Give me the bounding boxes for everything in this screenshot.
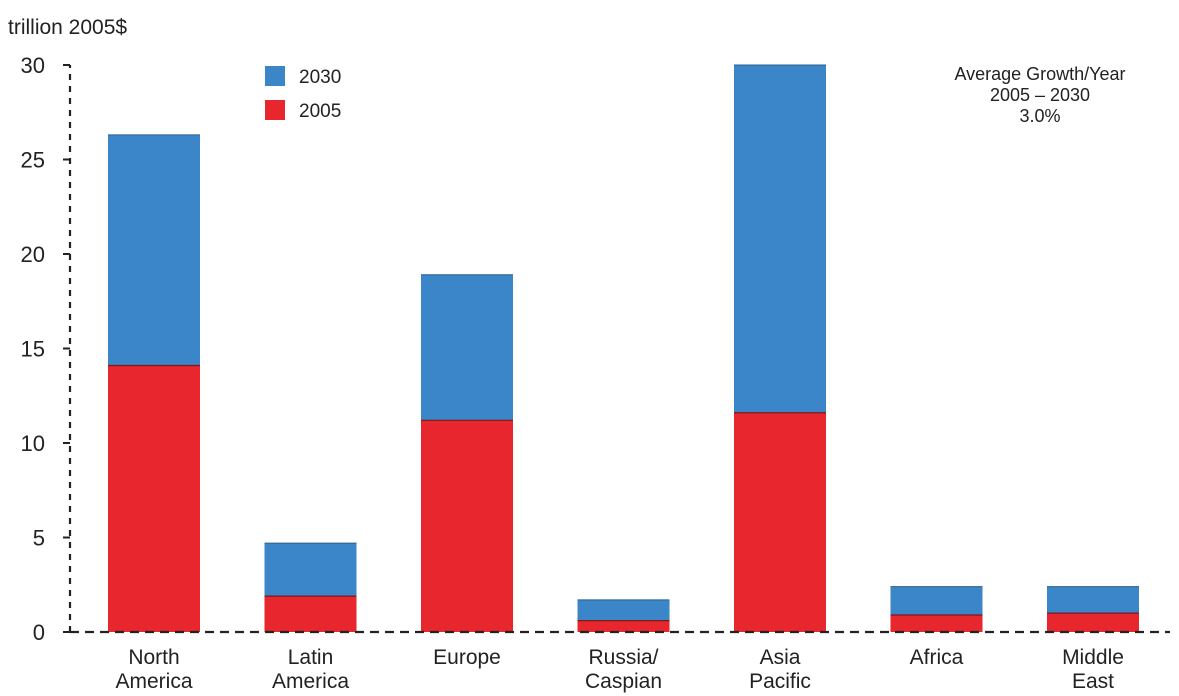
category-label-4-1: Pacific [749, 670, 811, 693]
category-label-2-0: Europe [433, 646, 501, 669]
category-label-4-0: Asia [760, 646, 801, 669]
y-axis-unit-label: trillion 2005$ [8, 16, 128, 39]
category-label-6-0: Middle [1062, 646, 1124, 669]
y-tick-label-3: 15 [21, 337, 45, 362]
y-tick-label-5: 25 [21, 148, 45, 173]
bar-2005-1 [264, 596, 357, 632]
growth-annotation-line-2: 2005 – 2030 [989, 85, 1091, 105]
legend-label-2030: 2030 [299, 67, 341, 88]
category-label-1-0: Latin [288, 646, 334, 669]
y-tick-label-1: 5 [33, 526, 45, 551]
bar-2005-6 [1047, 613, 1139, 632]
bar-2005-3 [577, 620, 670, 632]
y-tick-label-4: 20 [21, 242, 45, 267]
category-label-5-0: Africa [910, 646, 964, 669]
y-tick-label-0: 0 [33, 620, 45, 645]
category-label-3-0: Russia/ [588, 646, 658, 669]
category-label-1-1: America [272, 670, 349, 693]
category-label-6-1: East [1072, 670, 1114, 693]
legend-swatch-2030 [265, 66, 285, 86]
category-label-0-1: America [115, 670, 192, 693]
category-label-3-1: Caspian [585, 670, 662, 693]
growth-annotation-line-1: Average Growth/Year [954, 64, 1126, 84]
bar-2005-0 [108, 365, 200, 632]
legend-swatch-2005 [265, 100, 285, 120]
growth-annotation: Average Growth/Year 2005 – 2030 3.0% [930, 64, 1150, 127]
growth-annotation-line-3: 3.0% [1019, 106, 1061, 126]
y-tick-label-2: 10 [21, 431, 45, 456]
bar-2005-4 [734, 412, 826, 632]
category-label-0-0: North [128, 646, 179, 669]
y-tick-label-6: 30 [21, 53, 45, 78]
legend-label-2005: 2005 [299, 101, 341, 122]
bar-2005-2 [421, 420, 513, 632]
bar-2005-5 [890, 614, 983, 632]
